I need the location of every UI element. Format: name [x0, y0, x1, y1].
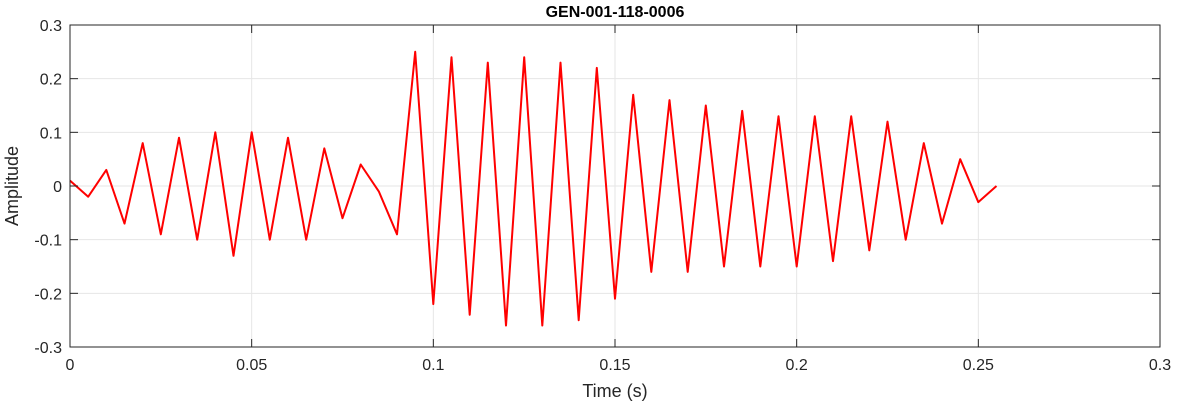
y-tick-label: 0: [53, 179, 62, 196]
x-tick-label: 0.1: [422, 357, 444, 374]
y-tick-label: -0.3: [34, 340, 62, 357]
y-tick-label: 0.3: [40, 18, 62, 35]
x-tick-label: 0.3: [1149, 357, 1171, 374]
y-tick-label: -0.2: [34, 286, 62, 303]
y-tick-label: 0.1: [40, 125, 62, 142]
plot-area: [69, 50, 998, 327]
x-tick-label: 0: [66, 357, 75, 374]
x-tick-label: 0.2: [786, 357, 808, 374]
chart-title: GEN-001-118-0006: [546, 4, 685, 21]
x-axis-label: Time (s): [582, 381, 647, 401]
y-tick-label: -0.1: [34, 233, 62, 250]
y-tick-label: 0.2: [40, 72, 62, 89]
axis-ticks: 0 0.05 0.1 0.15 0.2 0.25 0.3 -0.3 -0.2 -0.1 0 0.1 0.…: [34, 18, 1171, 374]
x-tick-label: 0.25: [963, 357, 994, 374]
y-axis-label: Amplitude: [2, 146, 22, 226]
x-tick-label: 0.15: [599, 357, 630, 374]
x-tick-label: 0.05: [236, 357, 267, 374]
waveform-line: [69, 50, 998, 327]
